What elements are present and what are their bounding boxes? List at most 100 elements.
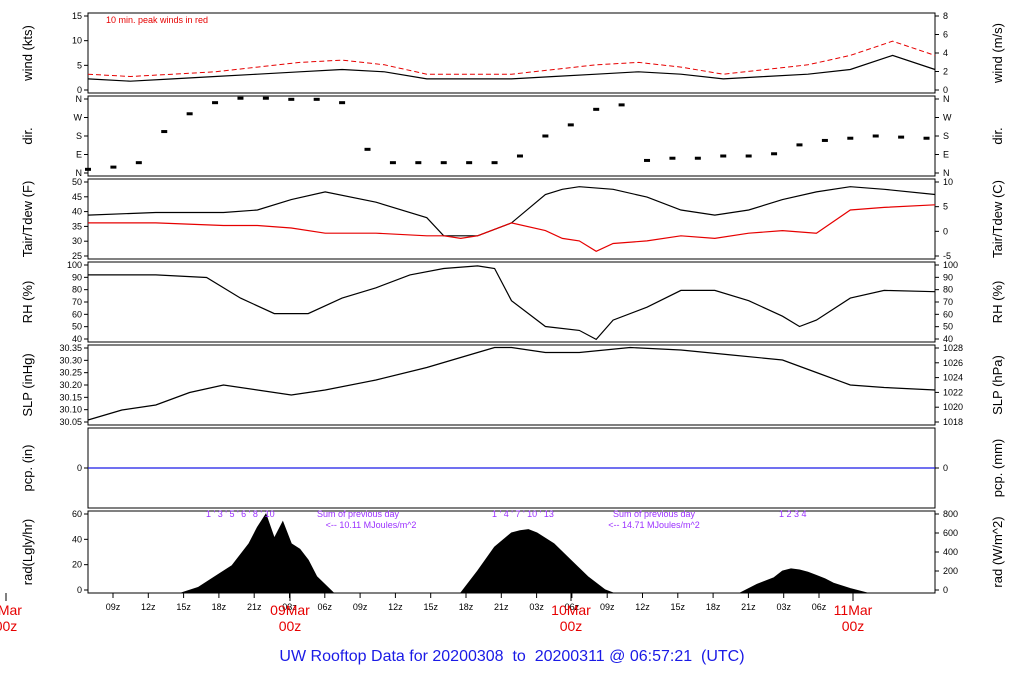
day-tick-date: 8Mar xyxy=(0,602,22,618)
ylabel-right-wind: wind (m/s) xyxy=(990,23,1005,84)
hour-tick-label: 09z xyxy=(106,602,121,612)
left-tick-label: 60 xyxy=(72,309,82,319)
day-tick-time: 00z xyxy=(560,618,583,634)
right-tick-label: 4 xyxy=(943,48,948,58)
direction-point xyxy=(542,134,549,138)
right-tick-label: W xyxy=(943,113,952,123)
right-tick-label: 1020 xyxy=(943,402,963,412)
radiation-area-0 xyxy=(181,513,335,594)
radiation-annotation: <-- 14.71 MJoules/m^2 xyxy=(608,520,700,530)
radiation-annotation: 1 ' 4 ' 7 ' 10 ' 13 xyxy=(492,509,554,519)
hour-tick-label: 12z xyxy=(635,602,650,612)
ylabel-right-rad: rad (W/m^2) xyxy=(990,516,1005,587)
right-tick-label: 600 xyxy=(943,528,958,538)
direction-point xyxy=(237,96,244,100)
hour-tick-label: 06z xyxy=(565,602,580,612)
ylabel-left-slp: SLP (inHg) xyxy=(20,353,35,416)
left-tick-label: 30.05 xyxy=(59,417,82,427)
left-tick-label: 50 xyxy=(72,177,82,187)
left-tick-label: 20 xyxy=(72,560,82,570)
panel-frame-temp xyxy=(87,178,936,260)
direction-point xyxy=(821,138,828,142)
panel-temp: 25 30 35 40 45 50 -5 0 5 10 Tair/Tdew (F) Tair/Tdew… xyxy=(20,177,1005,261)
left-tick-label: 10 xyxy=(72,36,82,46)
direction-point xyxy=(923,136,930,140)
time-axis: 09z 12z 15z 18z 21z 03z 06z 09z 12z 15z 18z 21z 03z 0… xyxy=(0,593,873,634)
radiation-annotation: Sum of previous day xyxy=(317,509,400,519)
direction-point xyxy=(186,112,193,116)
direction-point xyxy=(364,147,371,151)
left-tick-label: W xyxy=(74,113,83,123)
right-tick-label: 6 xyxy=(943,30,948,40)
direction-point xyxy=(415,161,422,165)
radiation-annotation: 1 ' 3 ' 5 ' 6 ' 8 ' 10 xyxy=(206,509,275,519)
hour-tick-label: 03z xyxy=(529,602,544,612)
left-tick-label: 60 xyxy=(72,509,82,519)
hour-tick-label: 03z xyxy=(282,602,297,612)
right-tick-label: 1018 xyxy=(943,417,963,427)
panel-wind: 0 5 10 15 0 2 4 6 8 wind (kts) wind (m/s) 10 min. p… xyxy=(20,11,1005,95)
left-tick-label: 30.30 xyxy=(59,355,82,365)
day-tick-date: 09Mar xyxy=(270,602,310,618)
right-tick-label: -5 xyxy=(943,251,951,261)
direction-point xyxy=(491,161,498,165)
right-tick-label: 1028 xyxy=(943,343,963,353)
right-tick-label: 1026 xyxy=(943,358,963,368)
hour-tick-label: 15z xyxy=(423,602,438,612)
left-tick-label: 30.10 xyxy=(59,405,82,415)
series-Tdew xyxy=(88,204,936,252)
left-tick-label: 40 xyxy=(72,534,82,544)
day-tick-date: 10Mar xyxy=(551,602,591,618)
right-tick-label: N xyxy=(943,168,950,178)
radiation-area-1 xyxy=(459,529,614,594)
radiation-area-2 xyxy=(739,568,868,594)
series-wind xyxy=(87,54,936,82)
left-tick-label: 70 xyxy=(72,297,82,307)
ylabel-right-dir: dir. xyxy=(990,127,1005,144)
right-tick-label: 50 xyxy=(943,322,953,332)
hour-tick-label: 18z xyxy=(459,602,474,612)
footer-end-date: 20200311 xyxy=(534,648,605,665)
hour-tick-label: 21z xyxy=(741,602,756,612)
direction-point xyxy=(593,107,600,111)
right-tick-label: 70 xyxy=(943,297,953,307)
left-tick-label: 50 xyxy=(72,322,82,332)
wind-annotation: 10 min. peak winds in red xyxy=(106,15,208,25)
left-tick-label: 0 xyxy=(77,463,82,473)
direction-point xyxy=(694,156,701,160)
hour-tick-label: 09z xyxy=(600,602,615,612)
left-tick-label: 30.20 xyxy=(59,380,82,390)
right-tick-label: 1024 xyxy=(943,373,963,383)
direction-point xyxy=(288,97,295,101)
hour-tick-label: 06z xyxy=(318,602,333,612)
direction-point xyxy=(389,161,396,165)
footer-prefix: UW Rooftop Data for xyxy=(279,648,428,665)
right-tick-label: 90 xyxy=(943,272,953,282)
ylabel-right-temp: Tair/Tdew (C) xyxy=(990,180,1005,258)
left-tick-label: 25 xyxy=(72,251,82,261)
hour-tick-label: 12z xyxy=(388,602,403,612)
day-tick-time: 00z xyxy=(0,618,17,634)
hour-tick-label: 18z xyxy=(212,602,227,612)
right-tick-label: 1022 xyxy=(943,387,963,397)
panel-pcp: 0 0 pcp. (in) pcp. (mm) xyxy=(20,427,1005,509)
left-tick-label: 35 xyxy=(72,221,82,231)
panel-group: 0 5 10 15 0 2 4 6 8 wind (kts) wind (m/s) 10 min. p… xyxy=(20,11,1005,595)
left-tick-label: N xyxy=(76,168,83,178)
left-tick-label: 40 xyxy=(72,334,82,344)
direction-point xyxy=(796,143,803,147)
left-tick-label: 30.15 xyxy=(59,392,82,402)
ylabel-left-temp: Tair/Tdew (F) xyxy=(20,181,35,258)
left-tick-label: 0 xyxy=(77,85,82,95)
hour-tick-label: 15z xyxy=(176,602,191,612)
ylabel-right-slp: SLP (hPa) xyxy=(990,355,1005,415)
panel-slp: 30.05 30.10 30.15 30.20 30.25 30.30 30.35 1018 1… xyxy=(20,343,1005,427)
direction-point xyxy=(567,123,574,127)
hour-tick-label: 15z xyxy=(671,602,686,612)
direction-point xyxy=(516,154,523,158)
left-tick-label: 30 xyxy=(72,236,82,246)
footer-to: to xyxy=(512,648,526,665)
